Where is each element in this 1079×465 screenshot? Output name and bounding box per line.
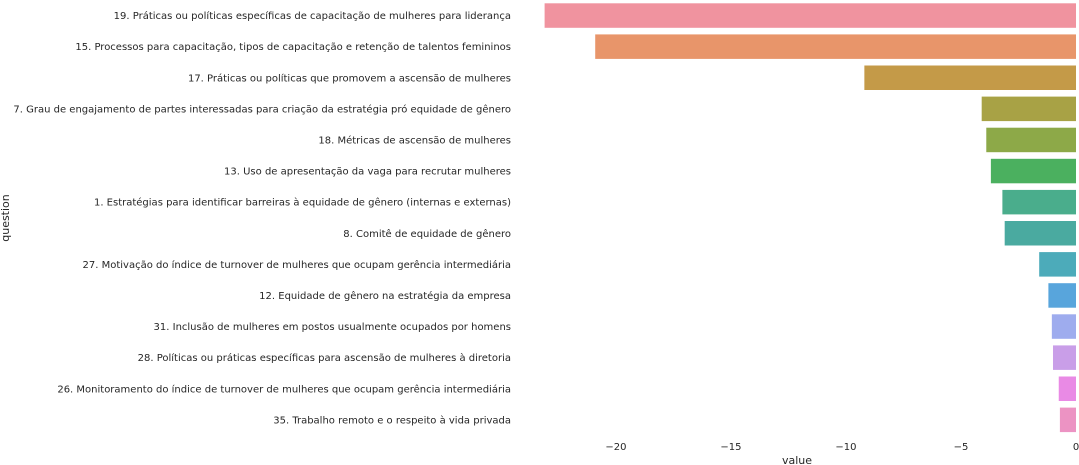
category-label: 7. Grau de engajamento de partes interes… [13,103,511,115]
category-label: 13. Uso de apresentação da vaga para rec… [224,167,511,178]
x-tick-label: −10 [835,442,856,453]
category-label: 17. Práticas ou políticas que promovem a… [188,72,511,84]
x-tick-label: −20 [605,442,626,453]
bar-9 [1039,252,1076,277]
x-axis-ticks: −20 −15 −10 −5 0 [605,442,1079,453]
category-label: 28. Políticas ou práticas específicas pa… [138,352,511,364]
bar-3 [864,66,1076,91]
category-label: 1. Estratégias para identificar barreira… [94,197,511,209]
bar-14 [1060,408,1076,433]
category-labels: 19. Práticas ou políticas específicas de… [13,10,511,426]
bar-5 [986,128,1076,153]
category-label: 27. Motivação do índice de turnover de m… [83,259,511,271]
bar-2 [595,34,1076,59]
bar-4 [982,97,1076,122]
category-label: 18. Métricas de ascensão de mulheres [318,134,511,146]
category-label: 15. Processos para capacitação, tipos de… [75,42,511,53]
category-label: 12. Equidade de gênero na estratégia da … [259,290,511,302]
y-axis-title: question [0,194,12,242]
bar-11 [1052,314,1076,339]
x-tick-label: −5 [954,442,969,453]
category-label: 26. Monitoramento do índice de turnover … [57,383,511,395]
category-label: 19. Práticas ou políticas específicas de… [114,10,511,22]
bar-1 [545,3,1076,28]
x-tick-label: 0 [1073,442,1079,453]
bar-8 [1005,221,1076,246]
category-label: 31. Inclusão de mulheres em postos usual… [154,322,511,333]
bar-7 [1002,190,1076,215]
bar-13 [1059,377,1076,402]
x-axis-title: value [782,454,812,465]
bar-12 [1053,345,1076,370]
bars-group [545,3,1076,432]
category-label: 8. Comitê de equidade de gênero [343,228,511,240]
category-label: 35. Trabalho remoto e o respeito à vida … [273,414,511,426]
bar-10 [1048,283,1076,308]
bar-6 [991,159,1076,184]
x-tick-label: −15 [720,442,741,453]
